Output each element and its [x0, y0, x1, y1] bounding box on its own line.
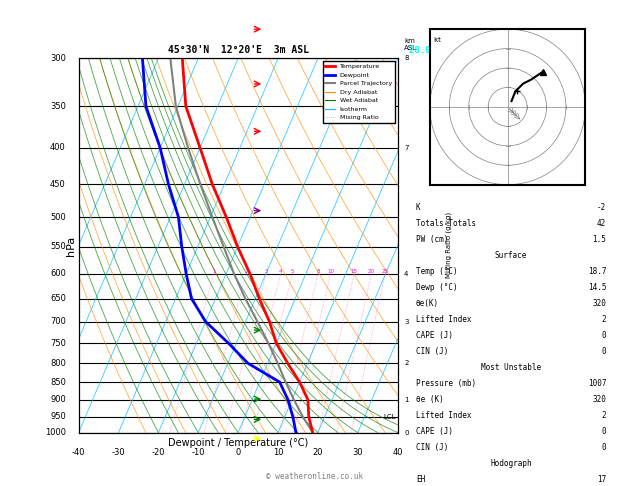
Text: 1007: 1007: [587, 379, 606, 388]
Text: 300: 300: [50, 54, 66, 63]
Text: 30: 30: [352, 448, 363, 456]
Text: 2: 2: [245, 269, 248, 274]
Text: LCL: LCL: [383, 414, 396, 419]
Text: 900: 900: [50, 395, 66, 404]
Text: 7: 7: [404, 145, 409, 151]
Text: 650: 650: [50, 294, 66, 303]
Text: km
ASL: km ASL: [404, 38, 417, 51]
Text: 17: 17: [597, 475, 606, 485]
Text: 350: 350: [50, 102, 66, 111]
Text: -2: -2: [597, 203, 606, 212]
Text: K: K: [416, 203, 421, 212]
Text: 3: 3: [264, 269, 268, 274]
Text: 28.09.2024  00GMT (Base: 00): 28.09.2024 00GMT (Base: 00): [409, 46, 560, 54]
Text: 8: 8: [404, 55, 409, 61]
Text: 18.7: 18.7: [587, 267, 606, 276]
Text: 2: 2: [404, 360, 408, 366]
Text: 0: 0: [601, 443, 606, 452]
Text: 4: 4: [279, 269, 282, 274]
Text: Temp (°C): Temp (°C): [416, 267, 457, 276]
Text: 450: 450: [50, 180, 66, 189]
Text: Mixing Ratio (g/kg): Mixing Ratio (g/kg): [445, 212, 452, 278]
Text: CAPE (J): CAPE (J): [416, 427, 453, 436]
Text: -10: -10: [191, 448, 205, 456]
Text: CIN (J): CIN (J): [416, 443, 448, 452]
Text: 950: 950: [50, 412, 66, 421]
Text: 0: 0: [601, 427, 606, 436]
Text: 4: 4: [404, 271, 408, 277]
Legend: Temperature, Dewpoint, Parcel Trajectory, Dry Adiabat, Wet Adiabat, Isotherm, Mi: Temperature, Dewpoint, Parcel Trajectory…: [323, 61, 394, 123]
Text: 800: 800: [50, 359, 66, 368]
Text: 25: 25: [382, 269, 389, 274]
Text: Totals Totals: Totals Totals: [416, 219, 476, 228]
Text: Pressure (mb): Pressure (mb): [416, 379, 476, 388]
Text: 5: 5: [291, 269, 294, 274]
Text: -40: -40: [72, 448, 86, 456]
Text: 1000: 1000: [45, 428, 66, 437]
Text: 2: 2: [601, 315, 606, 324]
Text: 700: 700: [50, 317, 66, 326]
X-axis label: Dewpoint / Temperature (°C): Dewpoint / Temperature (°C): [168, 438, 308, 448]
Text: 1: 1: [212, 269, 216, 274]
Text: 40: 40: [392, 448, 403, 456]
Text: 0: 0: [601, 331, 606, 340]
Text: 15: 15: [351, 269, 358, 274]
Text: -20: -20: [152, 448, 165, 456]
Text: 600: 600: [50, 269, 66, 278]
Text: 0: 0: [404, 430, 409, 435]
Text: Surface: Surface: [495, 251, 527, 260]
Text: 850: 850: [50, 378, 66, 386]
Text: 0: 0: [235, 448, 241, 456]
Text: kt: kt: [433, 37, 442, 43]
Text: EH: EH: [416, 475, 425, 485]
Text: 10: 10: [327, 269, 334, 274]
Text: 320: 320: [593, 299, 606, 308]
Text: θe(K): θe(K): [416, 299, 439, 308]
Text: -30: -30: [112, 448, 125, 456]
Text: 14.5: 14.5: [587, 283, 606, 292]
Text: 3: 3: [404, 319, 409, 325]
Text: CIN (J): CIN (J): [416, 347, 448, 356]
Text: 320: 320: [593, 395, 606, 404]
Text: 550: 550: [50, 242, 66, 251]
Text: 0: 0: [601, 347, 606, 356]
Text: PW (cm): PW (cm): [416, 235, 448, 244]
Text: 20: 20: [368, 269, 375, 274]
Text: 42: 42: [597, 219, 606, 228]
Text: 8: 8: [316, 269, 320, 274]
Text: Lifted Index: Lifted Index: [416, 315, 472, 324]
Text: 500: 500: [50, 212, 66, 222]
Text: © weatheronline.co.uk: © weatheronline.co.uk: [266, 472, 363, 481]
Text: 400: 400: [50, 143, 66, 152]
Text: Hodograph: Hodograph: [490, 459, 532, 469]
Text: 20: 20: [313, 448, 323, 456]
Text: Dewp (°C): Dewp (°C): [416, 283, 457, 292]
Text: θe (K): θe (K): [416, 395, 443, 404]
Text: 750: 750: [50, 339, 66, 347]
Text: 1.5: 1.5: [593, 235, 606, 244]
Text: 2: 2: [601, 411, 606, 420]
Text: Lifted Index: Lifted Index: [416, 411, 472, 420]
Text: 1: 1: [404, 397, 409, 403]
Text: 10: 10: [273, 448, 283, 456]
Text: Most Unstable: Most Unstable: [481, 363, 541, 372]
Text: CAPE (J): CAPE (J): [416, 331, 453, 340]
Text: 45°30'N  12°20'E  3m ASL: 45°30'N 12°20'E 3m ASL: [168, 45, 309, 54]
Y-axis label: hPa: hPa: [66, 235, 76, 256]
